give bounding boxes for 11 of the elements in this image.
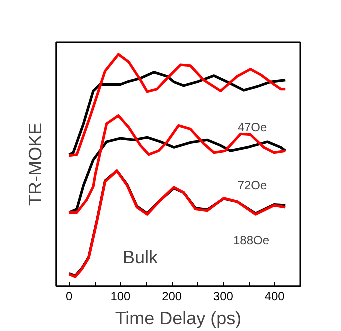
x-tick-label: 0 xyxy=(66,290,74,304)
annotation: Bulk xyxy=(122,248,160,268)
x-tick-label: 300 xyxy=(213,290,234,304)
x-tick-label: 400 xyxy=(264,290,286,304)
annotation: 47Oe xyxy=(238,120,268,134)
x-tick-label: 100 xyxy=(110,290,132,304)
annotation: 188Oe xyxy=(233,234,270,248)
x-tick-label: 200 xyxy=(162,290,182,304)
x-axis-title: Time Delay (ps) xyxy=(115,308,242,328)
annotation: 72Oe xyxy=(238,178,268,192)
y-axis-title: TR-MOKE xyxy=(26,123,46,206)
